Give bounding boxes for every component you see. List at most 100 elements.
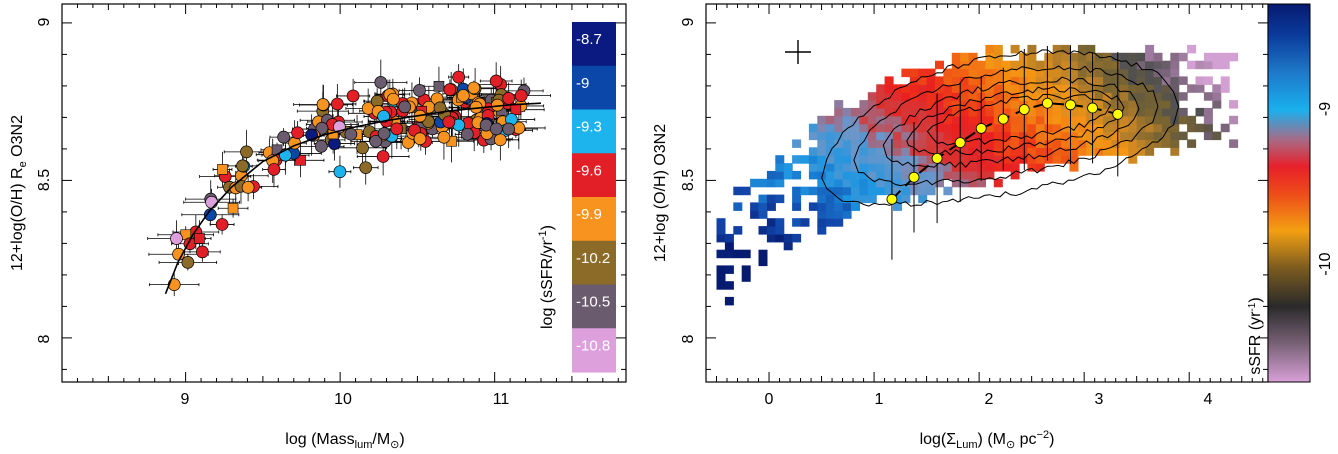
right-panel: 0 1 2 3 4 8 8.5 9 log(ΣLum) (M⊙ pc−2) 12… — [652, 3, 1334, 451]
colorbar-bin — [572, 109, 616, 154]
heatmap-cell — [968, 178, 978, 188]
heatmap-cell — [943, 131, 953, 141]
heatmap-cell — [1044, 123, 1054, 133]
heatmap-cell — [876, 186, 886, 196]
heatmap-cell — [750, 210, 760, 219]
heatmap-cell — [1010, 131, 1020, 141]
heatmap-cell — [943, 170, 953, 180]
data-point — [452, 70, 466, 84]
heatmap-cell — [1077, 52, 1087, 62]
data-point — [442, 115, 456, 129]
heatmap-cell — [1035, 115, 1045, 125]
heatmap-cell — [977, 68, 986, 78]
heatmap-cell — [1161, 68, 1171, 78]
heatmap-cell — [1069, 163, 1079, 172]
heatmap-cell — [741, 273, 751, 282]
heatmap-cell — [842, 202, 852, 211]
heatmap-cell — [1052, 60, 1062, 70]
heatmap-cell — [1136, 131, 1146, 141]
heatmap-cell — [1061, 139, 1071, 148]
heatmap-cell — [808, 155, 818, 164]
heatmap-cell — [935, 100, 944, 109]
heatmap-cell — [943, 139, 953, 148]
heatmap-cell — [968, 68, 978, 78]
heatmap-cell — [1229, 100, 1239, 109]
heatmap-cell — [1052, 155, 1062, 164]
heatmap-cell — [792, 218, 802, 227]
data-point — [493, 133, 507, 147]
heatmap-cell — [716, 218, 726, 227]
heatmap-cell — [968, 84, 978, 93]
heatmap-cell — [808, 202, 818, 211]
data-point — [514, 89, 528, 103]
heatmap-cell — [1019, 76, 1028, 85]
heatmap-cell — [1119, 147, 1129, 156]
heatmap-cell — [918, 155, 928, 164]
heatmap-cell — [825, 115, 835, 125]
heatmap-cell — [724, 233, 734, 243]
heatmap-cell — [1035, 76, 1045, 85]
heatmap-cell — [943, 163, 953, 172]
heatmap-cell — [1010, 92, 1020, 101]
heatmap-cell — [1002, 123, 1012, 133]
heatmap-cell — [951, 60, 961, 70]
heatmap-cell — [1002, 107, 1012, 117]
heatmap-cell — [825, 210, 835, 219]
heatmap-cell — [1128, 147, 1138, 156]
heatmap-cell — [1035, 147, 1045, 156]
data-point — [433, 101, 447, 115]
colorbar-bin-label: -8.7 — [576, 31, 602, 48]
heatmap-cell — [716, 226, 726, 235]
heatmap-cell — [951, 123, 961, 133]
heatmap-cell — [867, 131, 877, 141]
heatmap-cell — [834, 123, 844, 133]
heatmap-cell — [1035, 107, 1045, 117]
heatmap-cell — [1035, 163, 1045, 172]
data-point — [328, 137, 341, 150]
data-point — [314, 140, 328, 153]
heatmap-cell — [1161, 92, 1171, 101]
heatmap-cell — [1019, 84, 1028, 93]
heatmap-cell — [1035, 131, 1045, 141]
heatmap-cell — [1128, 100, 1138, 109]
heatmap-cell — [1119, 60, 1129, 70]
heatmap-cell — [1170, 60, 1180, 70]
heatmap-cell — [884, 178, 894, 188]
heatmap-cell — [968, 170, 978, 180]
heatmap-cell — [926, 115, 936, 125]
heatmap-cell — [867, 194, 877, 204]
right-colorbar — [1267, 3, 1311, 383]
heatmap-cell — [935, 131, 944, 141]
heatmap-cell — [1136, 60, 1146, 70]
heatmap-cell — [817, 226, 827, 235]
data-point — [277, 130, 290, 144]
heatmap-cell — [1086, 84, 1096, 93]
heatmap-cell — [1128, 84, 1138, 93]
heatmap-cell — [960, 155, 970, 164]
heatmap-cell — [884, 139, 894, 148]
left-xtick-10: 10 — [334, 391, 352, 408]
heatmap-cell — [935, 60, 944, 70]
heatmap-cell — [859, 147, 869, 156]
heatmap-cell — [792, 202, 802, 211]
heatmap-cell — [951, 163, 961, 172]
heatmap-cell — [1220, 76, 1230, 85]
heatmap-cell — [1044, 60, 1054, 70]
heatmap-cell — [1119, 76, 1129, 85]
right-xtick-0: 0 — [765, 391, 774, 408]
heatmap-cell — [884, 147, 894, 156]
heatmap-cell — [1077, 60, 1087, 70]
heatmap-cell — [1103, 100, 1113, 109]
heatmap-cell — [935, 139, 944, 148]
heatmap-cell — [893, 92, 902, 101]
heatmap-cell — [724, 281, 734, 290]
heatmap-cell — [968, 107, 978, 117]
heatmap-cell — [918, 84, 928, 93]
heatmap-cell — [1178, 131, 1188, 141]
heatmap-cell — [1136, 123, 1146, 133]
median-point — [1087, 102, 1098, 114]
heatmap-cell — [842, 147, 852, 156]
colorbar-bin — [572, 328, 616, 373]
heatmap-cell — [1119, 52, 1129, 62]
heatmap-cell — [1010, 76, 1020, 85]
